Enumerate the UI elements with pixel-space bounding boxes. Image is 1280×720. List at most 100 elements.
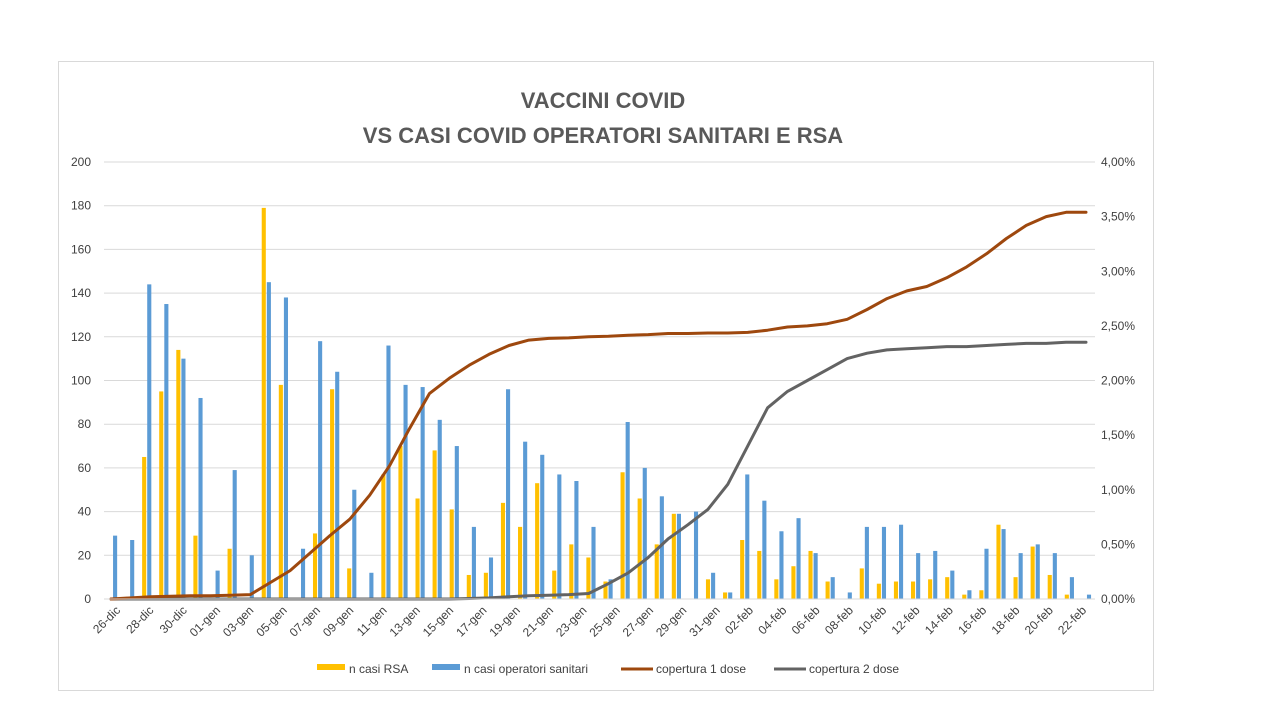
bar-operatori: [916, 553, 921, 599]
bar-operatori: [113, 535, 118, 599]
bar-rsa: [757, 550, 762, 599]
bar-operatori: [557, 474, 562, 599]
bar-rsa: [1030, 546, 1035, 599]
bar-rsa: [620, 472, 625, 599]
bar-rsa: [466, 574, 471, 599]
bar-operatori: [728, 592, 733, 599]
bar-operatori: [181, 358, 186, 599]
bar-operatori: [147, 284, 152, 599]
bar-rsa: [142, 456, 147, 599]
bar-operatori: [933, 550, 938, 599]
bar-rsa: [603, 581, 608, 599]
bar-operatori: [967, 590, 972, 599]
y-right-tick-label: 0,00%: [1101, 592, 1135, 606]
bar-operatori: [745, 474, 750, 599]
bar-rsa: [1047, 574, 1052, 599]
bar-operatori: [283, 297, 289, 599]
legend-label: n casi RSA: [349, 662, 408, 676]
x-tick-label: 07-gen: [287, 603, 323, 639]
y-left-tick-label: 120: [71, 330, 91, 344]
y-left-tick-label: 140: [71, 286, 91, 300]
bar-operatori: [950, 570, 955, 599]
bar-operatori: [232, 470, 237, 599]
bar-rsa: [552, 570, 557, 599]
bar-operatori: [899, 524, 904, 599]
bar-operatori: [642, 467, 647, 599]
bar-rsa: [979, 590, 984, 599]
bar-operatori: [591, 526, 596, 599]
bar-operatori: [471, 526, 476, 599]
bar-rsa: [227, 548, 232, 599]
bar-rsa: [671, 513, 676, 599]
bar-rsa: [774, 579, 779, 599]
y-right-tick-label: 0,50%: [1101, 537, 1135, 551]
bar-rsa: [654, 544, 659, 599]
y-right-tick-label: 2,00%: [1101, 374, 1135, 388]
x-tick-label: 27-gen: [620, 603, 656, 639]
y-left-tick-label: 160: [71, 242, 91, 256]
legend-label: copertura 1 dose: [656, 662, 746, 676]
x-tick-label: 16-feb: [955, 603, 989, 637]
bar-rsa: [347, 568, 352, 599]
x-tick-label: 03-gen: [220, 603, 256, 639]
legend-label: n casi operatori sanitari: [464, 662, 588, 676]
bar-rsa: [962, 594, 967, 599]
bar-operatori: [403, 384, 408, 599]
legend-swatch: [317, 664, 345, 670]
y-right-tick-label: 3,50%: [1101, 210, 1135, 224]
gridlines: [104, 161, 1095, 600]
bar-operatori: [369, 572, 374, 599]
y-right-tick-label: 1,00%: [1101, 483, 1135, 497]
y-right-tick-label: 2,50%: [1101, 319, 1135, 333]
bar-operatori: [540, 454, 545, 599]
bar-rsa: [278, 384, 283, 599]
bar-operatori: [864, 526, 869, 599]
bar-rsa: [996, 524, 1001, 599]
x-tick-label: 09-gen: [320, 603, 356, 639]
y-left-tick-label: 200: [71, 155, 91, 169]
bar-rsa: [381, 474, 386, 599]
bar-operatori: [266, 282, 271, 599]
bar-operatori: [215, 570, 220, 599]
bar-operatori: [762, 500, 767, 599]
bar-operatori: [506, 389, 511, 599]
x-tick-label: 22-feb: [1055, 603, 1089, 637]
bar-rsa: [910, 581, 916, 599]
x-tick-label: 17-gen: [453, 603, 489, 639]
bar-rsa: [1013, 577, 1018, 599]
x-tick-label: 23-gen: [553, 603, 589, 639]
bar-operatori: [1069, 577, 1074, 599]
x-tick-label: 05-gen: [253, 603, 289, 639]
chart-title-line1: VACCINI COVID: [521, 88, 686, 113]
x-tick-label: 19-gen: [487, 603, 523, 639]
bar-rsa: [928, 579, 933, 599]
bar-rsa: [483, 572, 488, 599]
legend: n casi RSA n casi operatori sanitari coper…: [317, 662, 899, 676]
bar-rsa: [825, 581, 830, 599]
bar-operatori: [318, 341, 323, 599]
bar-operatori: [625, 422, 630, 599]
x-tick-label: 28-dic: [123, 603, 156, 636]
bars: [113, 207, 1092, 599]
bar-operatori: [488, 557, 494, 599]
x-tick-label: 12-feb: [889, 603, 923, 637]
y-axis-left: 0 20 40 60 80 100 120 140 160 180 200: [71, 155, 91, 606]
x-tick-label: 04-feb: [755, 603, 789, 637]
y-left-tick-label: 180: [71, 199, 91, 213]
legend-swatch: [432, 664, 460, 670]
bar-operatori: [881, 526, 887, 599]
x-tick-label: 08-feb: [822, 603, 856, 637]
x-tick-label: 14-feb: [922, 603, 956, 637]
y-left-tick-label: 80: [78, 417, 92, 431]
bar-rsa: [312, 533, 318, 599]
x-tick-label: 31-gen: [686, 603, 722, 639]
bar-operatori: [454, 446, 459, 599]
x-tick-label: 15-gen: [420, 603, 456, 639]
bar-operatori: [830, 577, 835, 599]
x-tick-label: 20-feb: [1022, 603, 1056, 637]
bar-operatori: [1001, 529, 1006, 599]
x-tick-label: 30-dic: [157, 603, 190, 636]
y-left-tick-label: 100: [71, 374, 91, 388]
bar-operatori: [676, 513, 681, 599]
bar-operatori: [574, 481, 579, 599]
